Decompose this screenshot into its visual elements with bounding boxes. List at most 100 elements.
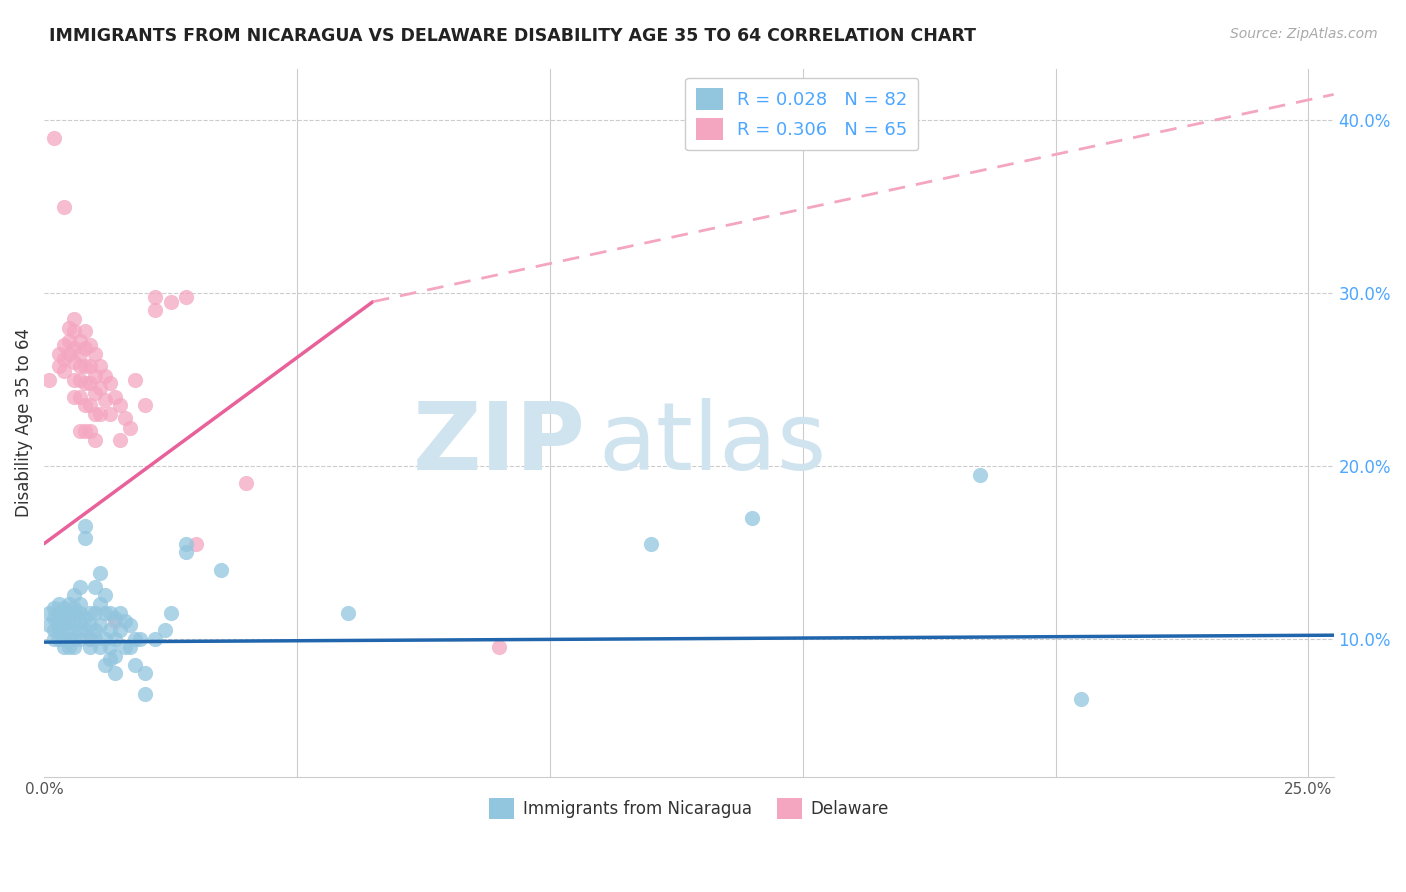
Point <box>53 600 76 615</box>
Point <box>69 632 91 646</box>
Point <box>83 580 105 594</box>
Point <box>58 606 80 620</box>
Point <box>83 386 105 401</box>
Point <box>69 623 91 637</box>
Legend: Immigrants from Nicaragua, Delaware: Immigrants from Nicaragua, Delaware <box>482 791 896 825</box>
Point <box>120 421 142 435</box>
Point <box>69 425 91 439</box>
Point <box>69 580 91 594</box>
Point <box>104 632 127 646</box>
Point <box>63 632 86 646</box>
Point <box>44 611 66 625</box>
Text: ZIP: ZIP <box>413 398 586 490</box>
Point <box>53 617 76 632</box>
Point <box>48 632 70 646</box>
Point <box>69 346 91 360</box>
Point <box>69 390 91 404</box>
Point <box>89 617 111 632</box>
Point <box>94 589 117 603</box>
Point <box>44 130 66 145</box>
Point <box>63 589 86 603</box>
Point <box>73 359 96 373</box>
Point <box>94 369 117 384</box>
Point <box>129 632 152 646</box>
Point <box>98 606 121 620</box>
Point <box>48 359 70 373</box>
Point <box>58 597 80 611</box>
Point <box>98 376 121 390</box>
Point <box>89 566 111 580</box>
Point <box>145 303 167 318</box>
Point <box>79 399 101 413</box>
Point <box>79 617 101 632</box>
Point <box>58 334 80 349</box>
Point <box>69 334 91 349</box>
Point <box>44 623 66 637</box>
Point <box>44 632 66 646</box>
Point <box>79 338 101 352</box>
Point <box>48 617 70 632</box>
Point <box>58 632 80 646</box>
Point <box>79 632 101 646</box>
Point <box>94 657 117 672</box>
Point <box>114 640 136 655</box>
Point <box>63 640 86 655</box>
Point <box>114 615 136 629</box>
Point <box>48 623 70 637</box>
Point <box>969 467 991 482</box>
Point <box>104 611 127 625</box>
Text: IMMIGRANTS FROM NICARAGUA VS DELAWARE DISABILITY AGE 35 TO 64 CORRELATION CHART: IMMIGRANTS FROM NICARAGUA VS DELAWARE DI… <box>49 27 976 45</box>
Point <box>73 623 96 637</box>
Point <box>159 606 181 620</box>
Point <box>98 652 121 666</box>
Point <box>94 393 117 408</box>
Point <box>209 563 232 577</box>
Point <box>53 606 76 620</box>
Point <box>94 606 117 620</box>
Point <box>48 615 70 629</box>
Point <box>63 342 86 356</box>
Point <box>83 369 105 384</box>
Point <box>83 346 105 360</box>
Point <box>98 407 121 421</box>
Point <box>159 294 181 309</box>
Text: atlas: atlas <box>599 398 827 490</box>
Point <box>63 390 86 404</box>
Point <box>89 381 111 395</box>
Point <box>58 623 80 637</box>
Point <box>124 657 146 672</box>
Point <box>104 390 127 404</box>
Point <box>94 632 117 646</box>
Point <box>73 519 96 533</box>
Point <box>120 640 142 655</box>
Point <box>83 623 105 637</box>
Point <box>145 632 167 646</box>
Point <box>69 372 91 386</box>
Point <box>174 289 197 303</box>
Point <box>63 355 86 369</box>
Point <box>58 346 80 360</box>
Point <box>108 623 131 637</box>
Point <box>79 425 101 439</box>
Point <box>63 606 86 620</box>
Point <box>44 600 66 615</box>
Point <box>73 324 96 338</box>
Point <box>89 407 111 421</box>
Point <box>79 640 101 655</box>
Point <box>174 536 197 550</box>
Point <box>120 617 142 632</box>
Point <box>640 536 662 550</box>
Point <box>124 372 146 386</box>
Point <box>155 623 177 637</box>
Text: Source: ZipAtlas.com: Source: ZipAtlas.com <box>1230 27 1378 41</box>
Point <box>79 359 101 373</box>
Point <box>73 611 96 625</box>
Point <box>89 597 111 611</box>
Point <box>58 640 80 655</box>
Point <box>63 600 86 615</box>
Point <box>63 324 86 338</box>
Point <box>58 615 80 629</box>
Point <box>104 666 127 681</box>
Point <box>79 632 101 646</box>
Point <box>108 606 131 620</box>
